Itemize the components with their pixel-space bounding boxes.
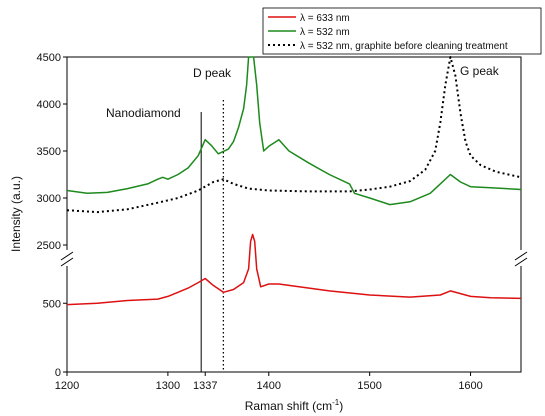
y-axis-title: Intensity (a.u.) — [9, 176, 23, 252]
x-tick-label: 1600 — [458, 380, 482, 392]
y-tick-label: 2500 — [37, 240, 61, 252]
x-tick-label: 1200 — [55, 380, 79, 392]
x-axis-title: Raman shift (cm-1) — [245, 398, 343, 413]
d-peak-annotation: D peak — [193, 66, 232, 80]
x-tick-label: 1300 — [156, 380, 180, 392]
y-tick-label: 3500 — [37, 146, 61, 158]
x-axis-ticks: 1200 1300 1337 1400 1500 1600 — [55, 372, 483, 392]
series-633nm-line — [66, 233, 522, 306]
y-tick-label: 500 — [43, 298, 61, 310]
legend: λ = 633 nm λ = 532 nm λ = 532 nm, graphi… — [262, 7, 542, 55]
y-tick-label: 3000 — [37, 193, 61, 205]
legend-label-graphite: λ = 532 nm, graphite before cleaning tre… — [300, 41, 508, 52]
y-tick-label: 4500 — [37, 52, 61, 64]
y-tick-label: 4000 — [37, 99, 61, 111]
x-axis-title-superscript: -1 — [332, 398, 340, 407]
reference-lines — [200, 100, 225, 372]
plot-frame — [66, 56, 522, 373]
y-axis-break-right — [513, 250, 529, 267]
y-axis-break — [60, 250, 76, 267]
legend-label-633: λ = 633 nm — [300, 13, 350, 24]
series-532nm-line — [66, 56, 522, 206]
series-lines — [66, 56, 522, 306]
x-tick-label: 1337 — [193, 380, 217, 392]
x-tick-label: 1400 — [257, 380, 281, 392]
g-peak-annotation: G peak — [460, 64, 500, 78]
legend-box — [262, 7, 542, 55]
series-graphite-line — [66, 56, 522, 214]
x-axis-title-suffix: ) — [339, 399, 343, 413]
nanodiamond-annotation: Nanodiamond — [106, 106, 181, 120]
y-axis-ticks: 2500 3000 3500 4000 4500 0 500 — [37, 52, 67, 379]
x-tick-label: 1500 — [357, 380, 381, 392]
y-tick-label: 0 — [55, 367, 61, 379]
legend-label-532: λ = 532 nm — [300, 27, 350, 38]
